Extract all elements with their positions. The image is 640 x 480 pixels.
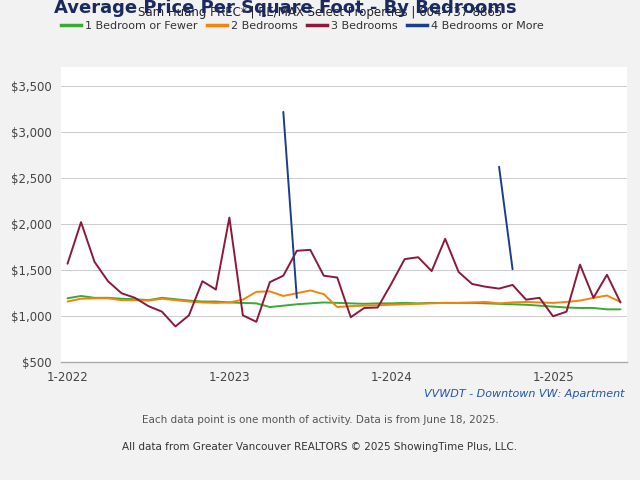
Text: VVWDT - Downtown VW: Apartment: VVWDT - Downtown VW: Apartment	[424, 389, 624, 399]
Text: Average Price Per Square Foot - By Bedrooms: Average Price Per Square Foot - By Bedro…	[54, 0, 517, 17]
Text: All data from Greater Vancouver REALTORS © 2025 ShowingTime Plus, LLC.: All data from Greater Vancouver REALTORS…	[122, 442, 518, 452]
Text: Each data point is one month of activity. Data is from June 18, 2025.: Each data point is one month of activity…	[141, 415, 499, 425]
Legend: 1 Bedroom or Fewer, 2 Bedrooms, 3 Bedrooms, 4 Bedrooms or More: 1 Bedroom or Fewer, 2 Bedrooms, 3 Bedroo…	[61, 21, 544, 31]
Text: Sam Huang PREC* | RE/MAX Select Properties | 604-737-8865: Sam Huang PREC* | RE/MAX Select Properti…	[138, 6, 502, 19]
